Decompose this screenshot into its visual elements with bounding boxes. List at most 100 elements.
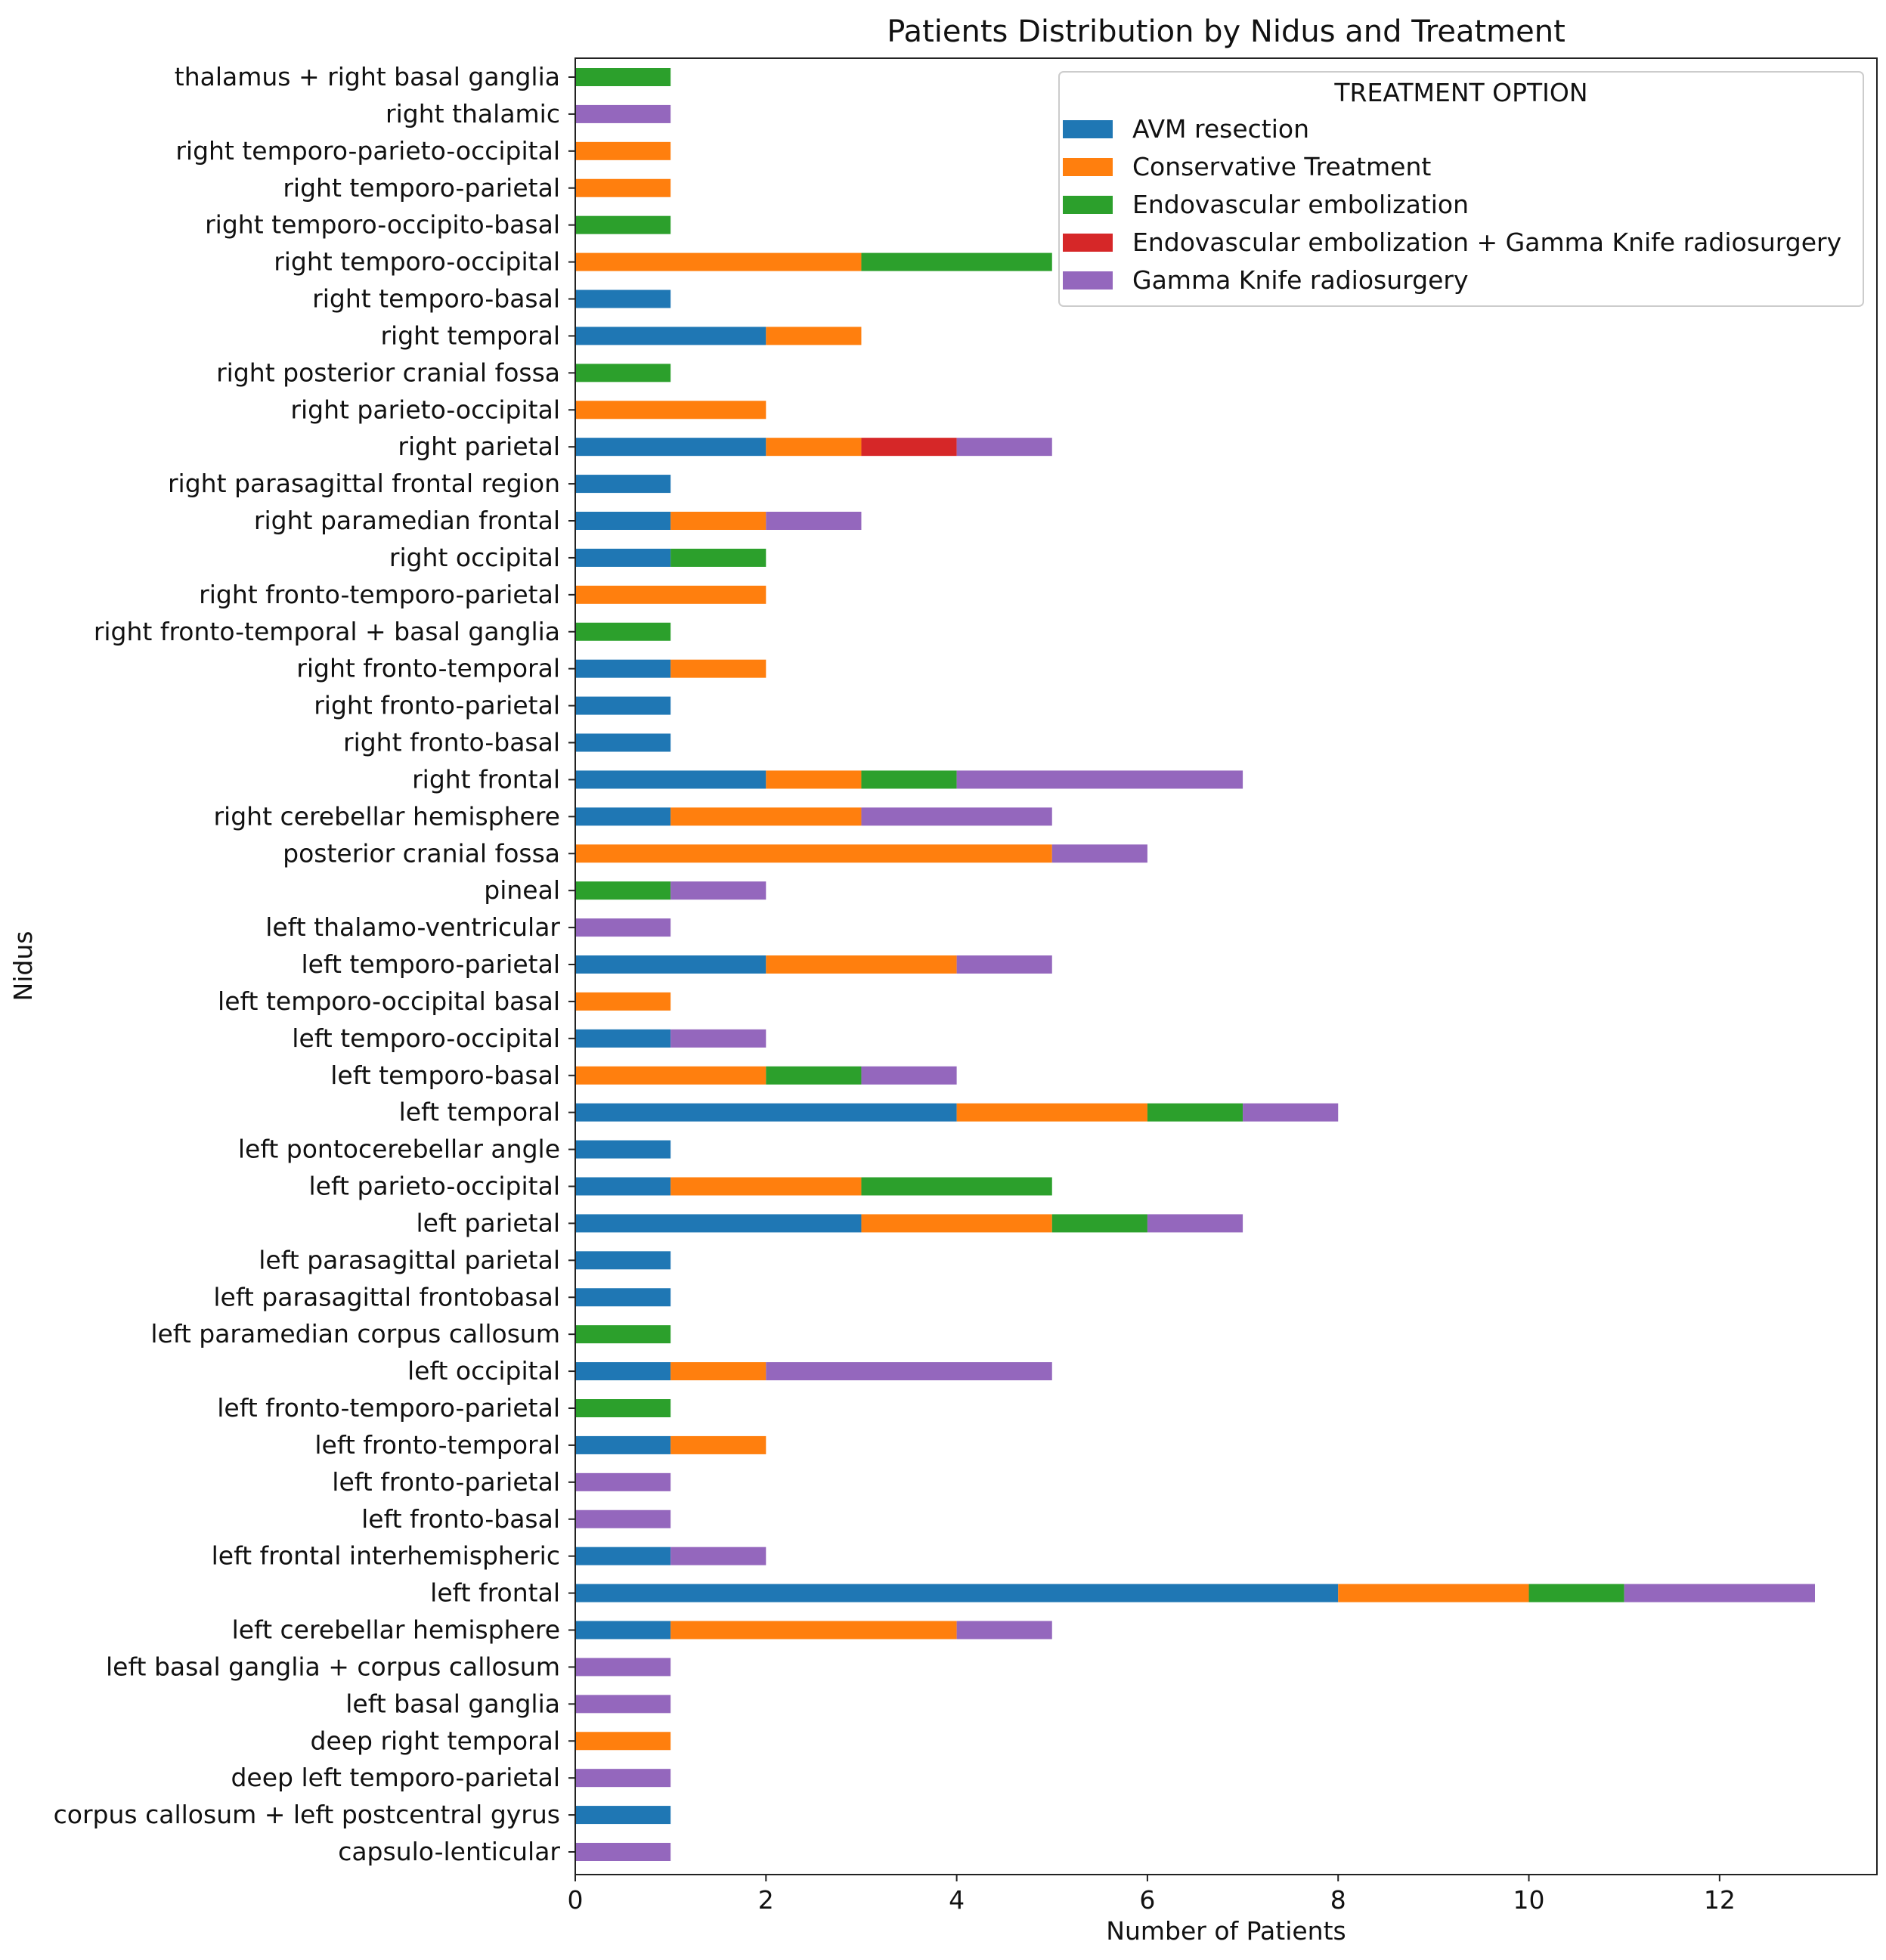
legend-swatch bbox=[1063, 120, 1113, 138]
bar-segment bbox=[575, 548, 671, 567]
bar-segment bbox=[575, 1251, 671, 1270]
y-tick-label: pineal bbox=[484, 875, 560, 905]
y-tick-label: posterior cranial fossa bbox=[283, 838, 560, 868]
bar-segment bbox=[1528, 1584, 1624, 1602]
y-tick-label: left basal ganglia + corpus callosum bbox=[106, 1652, 560, 1681]
y-axis-title: Nidus bbox=[8, 931, 38, 1002]
bar-segment bbox=[956, 770, 1243, 789]
bar-segment bbox=[575, 178, 671, 197]
bar-segment bbox=[575, 807, 671, 826]
y-axis-ticks: capsulo-lenticular corpus callosum + left… bbox=[54, 62, 575, 1866]
bar-segment bbox=[861, 252, 1052, 271]
bar-segment bbox=[861, 770, 957, 789]
x-tick-label: 0 bbox=[568, 1885, 584, 1915]
bar-segment bbox=[1243, 1103, 1339, 1122]
bar-segment bbox=[575, 659, 671, 678]
legend-label: Gamma Knife radiosurgery bbox=[1132, 265, 1468, 295]
legend-label: AVM resection bbox=[1132, 114, 1309, 144]
bar-segment bbox=[1147, 1214, 1243, 1233]
y-tick-label: left temporal bbox=[399, 1098, 560, 1127]
bar-segment bbox=[575, 733, 671, 752]
bar-segment bbox=[575, 696, 671, 715]
y-tick-label: left fronto-temporo-parietal bbox=[217, 1393, 560, 1423]
bar-segment bbox=[575, 1066, 766, 1085]
chart-title: Patients Distribution by Nidus and Treat… bbox=[887, 14, 1565, 49]
bar-segment bbox=[575, 104, 671, 123]
bar-segment bbox=[575, 1325, 671, 1344]
bar-segment bbox=[575, 1509, 671, 1528]
y-tick-label: right parieto-occipital bbox=[290, 395, 560, 424]
bar-segment bbox=[1051, 844, 1147, 863]
y-tick-label: left parasagittal frontobasal bbox=[213, 1282, 560, 1311]
y-tick-label: left temporo-parietal bbox=[301, 949, 560, 979]
y-tick-label: left paramedian corpus callosum bbox=[150, 1319, 560, 1348]
bar-segment bbox=[670, 1435, 766, 1454]
bar-segment bbox=[575, 1769, 671, 1788]
bar-segment bbox=[575, 1806, 671, 1825]
bar-segment bbox=[575, 1214, 862, 1233]
bar-segment bbox=[956, 1621, 1052, 1640]
y-tick-label: right cerebellar hemisphere bbox=[213, 801, 560, 831]
bar-segment bbox=[575, 1140, 671, 1159]
bar-segment bbox=[861, 1177, 1052, 1196]
bar-segment bbox=[575, 1843, 671, 1861]
legend-swatch bbox=[1063, 158, 1113, 176]
bar-segment bbox=[861, 1214, 1052, 1233]
legend-frame bbox=[1058, 71, 1864, 307]
bar-segment bbox=[575, 215, 671, 234]
bar-segment bbox=[670, 1621, 957, 1640]
y-tick-label: right fronto-temporo-parietal bbox=[199, 580, 560, 609]
x-tick-label: 6 bbox=[1139, 1885, 1155, 1915]
y-tick-label: capsulo-lenticular bbox=[338, 1837, 560, 1866]
y-tick-label: right temporo-parietal bbox=[283, 173, 560, 203]
bar-segment bbox=[670, 659, 766, 678]
bar-segment bbox=[861, 1066, 957, 1085]
bar-segment bbox=[575, 770, 766, 789]
bar-segment bbox=[766, 1362, 1052, 1381]
bar-segment bbox=[575, 955, 766, 974]
bar-segment bbox=[575, 290, 671, 308]
y-tick-label: left parieto-occipital bbox=[309, 1172, 561, 1201]
bar-segment bbox=[670, 512, 766, 530]
bar-segment bbox=[575, 68, 671, 86]
legend-swatch bbox=[1063, 234, 1113, 252]
y-tick-label: right paramedian frontal bbox=[254, 506, 560, 535]
bar-segment bbox=[670, 881, 766, 900]
y-tick-label: right parietal bbox=[398, 432, 560, 461]
y-tick-label: left frontal bbox=[430, 1578, 560, 1608]
y-tick-label: right temporal bbox=[380, 320, 560, 350]
x-tick-label: 8 bbox=[1330, 1885, 1346, 1915]
bar-segment bbox=[575, 1584, 1339, 1602]
legend: TREATMENT OPTION AVM resection Conservati… bbox=[1058, 71, 1864, 307]
y-tick-label: left parietal bbox=[417, 1208, 560, 1237]
bar-segment bbox=[575, 1658, 671, 1677]
bar-segment bbox=[766, 512, 862, 530]
bar-segment bbox=[956, 438, 1052, 457]
y-tick-label: left temporo-occipital bbox=[292, 1023, 560, 1053]
bar-segment bbox=[575, 1732, 671, 1751]
x-tick-label: 12 bbox=[1704, 1885, 1736, 1915]
y-tick-label: right temporo-basal bbox=[312, 284, 560, 314]
bar-segment bbox=[766, 438, 862, 457]
y-tick-label: deep left temporo-parietal bbox=[231, 1763, 560, 1792]
y-tick-label: left basal ganglia bbox=[345, 1689, 560, 1718]
bar-segment bbox=[575, 844, 1052, 863]
bar-segment bbox=[575, 1399, 671, 1417]
y-tick-label: corpus callosum + left postcentral gyrus bbox=[54, 1800, 560, 1829]
y-tick-label: right fronto-temporal + basal ganglia bbox=[94, 617, 560, 646]
bar-segment bbox=[1338, 1584, 1529, 1602]
x-tick-label: 4 bbox=[949, 1885, 965, 1915]
y-tick-label: right frontal bbox=[412, 764, 560, 794]
bar-segment bbox=[766, 955, 957, 974]
y-tick-label: left parasagittal parietal bbox=[259, 1245, 560, 1274]
y-tick-label: left temporo-basal bbox=[330, 1061, 560, 1090]
y-tick-label: right temporo-parieto-occipital bbox=[175, 136, 560, 166]
bar-segment bbox=[575, 1547, 671, 1565]
y-tick-label: right posterior cranial fossa bbox=[216, 358, 560, 387]
bar-segment bbox=[1624, 1584, 1815, 1602]
y-tick-label: left cerebellar hemisphere bbox=[232, 1615, 560, 1645]
y-tick-label: deep right temporal bbox=[311, 1726, 561, 1755]
bar-segment bbox=[575, 622, 671, 641]
bar-segment bbox=[956, 955, 1052, 974]
